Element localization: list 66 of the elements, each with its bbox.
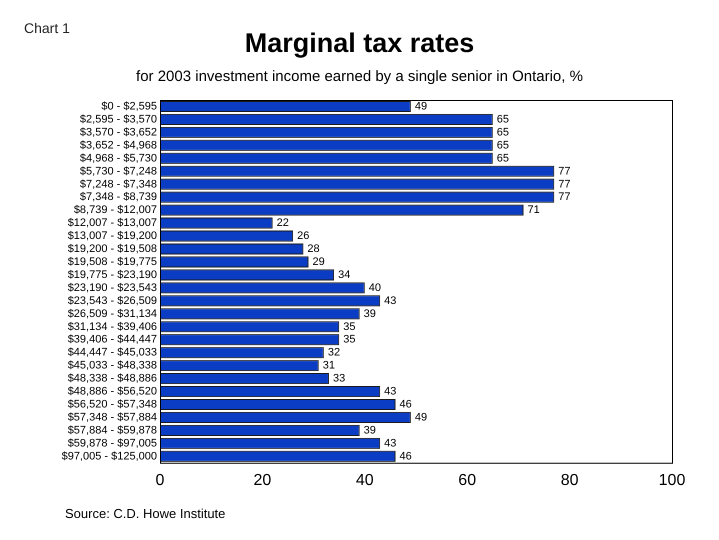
data-label: 39 [364,424,376,436]
x-tick-label: 0 [156,472,165,489]
y-tick-label: $8,739 - $12,007 [74,204,157,216]
caption: Chart 1 [24,20,70,36]
source-note: Source: C.D. Howe Institute [65,506,226,521]
data-label: 34 [338,268,350,281]
y-tick-label: $59,878 - $97,005 [68,437,157,450]
y-tick-label: $19,508 - $19,775 [68,256,157,268]
data-label: 49 [414,100,428,113]
y-tick-label: $0 - $2,595 [101,100,157,113]
data-label: 65 [496,139,510,152]
y-tick-label: $23,543 - $26,509 [68,294,157,307]
data-label: 43 [384,386,396,398]
data-label: 43 [384,437,396,450]
y-tick-label: $19,775 - $23,190 [68,268,157,281]
data-label: 40 [368,282,382,294]
data-label: 26 [297,230,310,242]
data-label: 46 [400,398,412,411]
data-label: 46 [400,450,412,462]
y-tick-label: $48,338 - $48,886 [68,372,157,385]
data-label: 65 [496,113,510,126]
data-label: 35 [343,320,356,333]
data-label: 49 [414,411,428,424]
y-tick-label: $12,007 - $13,007 [68,217,157,230]
y-tick-label: $5,730 - $7,248 [80,165,157,178]
data-label: 65 [496,152,510,164]
data-label: 77 [558,178,570,190]
y-tick-label: $44,447 - $45,033 [68,346,157,359]
y-tick-label: $48,886 - $56,520 [68,386,157,398]
chart-subtitle: for 2003 investment income earned by a single senior in Ontario, % [135,68,584,85]
data-label: 77 [558,165,570,178]
x-tick-label: 100 [658,472,686,489]
x-tick-label: 40 [356,472,374,489]
chart-title: Marginal tax rates [244,28,474,58]
data-label: 43 [384,294,396,307]
y-tick-label: $31,134 - $39,406 [68,320,157,333]
x-tick-label: 80 [560,472,579,489]
data-label: 39 [364,308,376,320]
data-label: 22 [276,217,289,230]
y-tick-label: $26,509 - $31,134 [68,308,157,320]
y-tick-label: $3,652 - $4,968 [80,139,157,152]
data-label: 33 [332,372,346,385]
data-label: 77 [558,191,570,204]
data-label: 71 [528,204,540,216]
data-label: 65 [496,126,510,138]
y-tick-label: $19,200 - $19,508 [68,243,157,256]
data-label: 31 [322,360,335,372]
data-label: 32 [328,346,340,359]
y-tick-label: $7,248 - $7,348 [80,178,157,190]
y-tick-label: $7,348 - $8,739 [80,191,157,204]
y-tick-label: $23,190 - $23,543 [68,282,157,294]
y-tick-label: $4,968 - $5,730 [80,152,157,164]
data-label: 29 [312,256,325,268]
data-label: 35 [343,334,356,346]
data-label: 28 [307,243,320,256]
y-tick-label: $45,033 - $48,338 [68,360,157,372]
x-tick-label: 60 [458,472,476,489]
y-tick-label: $3,570 - $3,652 [80,126,157,138]
x-tick-label: 20 [254,472,272,489]
y-tick-label: $56,520 - $57,348 [68,398,157,411]
y-tick-label: $97,005 - $125,000 [62,450,157,462]
y-tick-label: $2,595 - $3,570 [80,113,157,126]
y-tick-label: $57,348 - $57,884 [68,411,157,424]
y-tick-label: $39,406 - $44,447 [68,334,157,346]
y-tick-label: $13,007 - $19,200 [68,230,157,242]
y-tick-label: $57,884 - $59,878 [68,424,157,436]
